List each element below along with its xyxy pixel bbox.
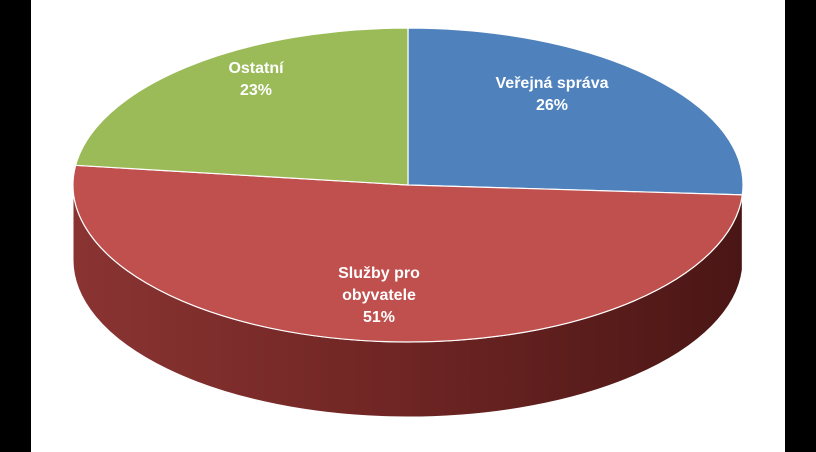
slice-verejna-sprava xyxy=(407,27,744,196)
label-sluzby-value: 51% xyxy=(362,309,396,326)
label-verejna-sprava-value: 26% xyxy=(535,97,569,114)
label-sluzby-name: Služby pro obyvatele xyxy=(338,265,420,304)
label-verejna-sprava: Veřejná správa 26% xyxy=(472,73,632,117)
slice-ostatni xyxy=(74,27,409,186)
pie-top xyxy=(72,27,744,343)
slice-sluzby-pro-obyvatele xyxy=(72,164,744,343)
chart-area: Veřejná správa 26% Služby pro obyvatele … xyxy=(31,0,785,452)
label-ostatni-value: 23% xyxy=(239,82,273,99)
label-ostatni: Ostatní 23% xyxy=(176,58,336,102)
label-ostatni-name: Ostatní xyxy=(228,60,284,77)
pie-chart xyxy=(72,27,744,418)
label-sluzby-pro-obyvatele: Služby pro obyvatele 51% xyxy=(299,263,459,329)
label-verejna-sprava-name: Veřejná správa xyxy=(495,75,609,92)
